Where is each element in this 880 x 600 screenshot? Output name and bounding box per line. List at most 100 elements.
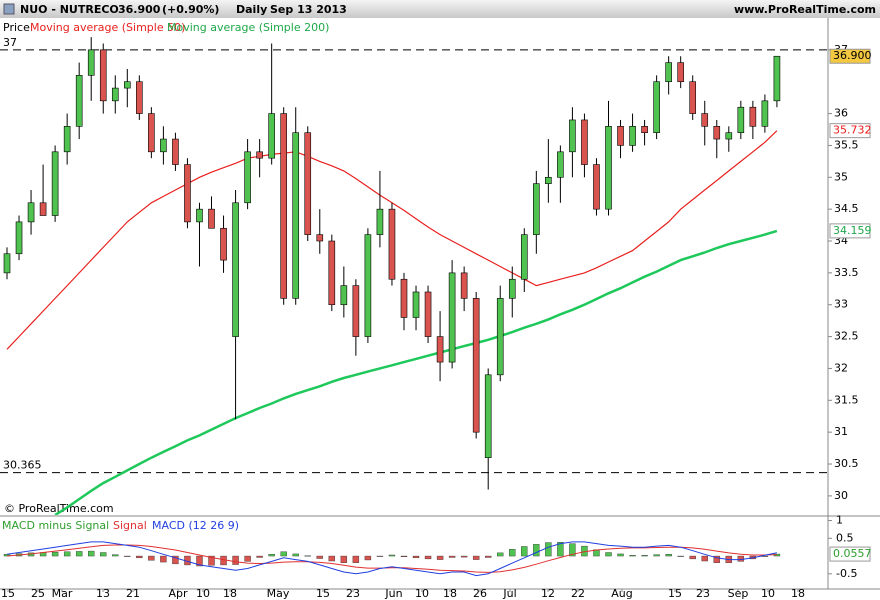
histogram-bar — [701, 555, 708, 562]
y-tick-label: 32 — [834, 361, 848, 374]
x-tick-label: 18 — [443, 587, 457, 600]
histogram-bar — [497, 552, 504, 557]
x-tick-label: 13 — [96, 587, 110, 600]
candle-body — [520, 234, 528, 280]
histogram-bar — [388, 554, 396, 557]
instrument-icon — [3, 3, 15, 15]
candle-body — [689, 81, 697, 114]
histogram-bar — [328, 555, 336, 562]
candle-body — [725, 132, 733, 140]
candle-body — [533, 183, 540, 235]
histogram-bar — [448, 555, 456, 558]
candle-body — [617, 126, 624, 146]
candle-body — [484, 374, 492, 458]
x-tick-label: 22 — [571, 587, 585, 600]
candle-body — [220, 227, 227, 261]
candle-body — [172, 138, 179, 165]
x-tick-label: Jul — [502, 587, 516, 600]
candle-body — [569, 119, 576, 153]
histogram-bar — [220, 555, 227, 566]
y-tick-label: 0.5 — [836, 531, 854, 544]
candle-body — [124, 81, 131, 89]
x-tick-label: 18 — [223, 587, 237, 600]
candle-body — [653, 81, 660, 133]
candle-body — [328, 240, 336, 306]
candle-body — [605, 126, 612, 210]
histogram-bar — [172, 555, 179, 565]
candle-body — [136, 81, 143, 114]
histogram-bar — [400, 555, 408, 557]
x-tick-label: 26 — [473, 587, 487, 600]
period: Daily — [236, 3, 267, 16]
histogram-bar — [629, 555, 636, 557]
copyright: © ProRealTime.com — [4, 502, 114, 515]
candle-body — [701, 113, 709, 127]
candle-body — [75, 75, 83, 127]
histogram-bar — [737, 555, 745, 562]
value-box — [829, 123, 871, 139]
candle-body — [749, 106, 757, 127]
candle-body — [545, 176, 552, 184]
histogram-bar — [521, 546, 528, 557]
histogram-bar — [268, 554, 275, 557]
candle-body — [63, 126, 71, 153]
line-series — [6, 541, 778, 577]
instrument: NUO - NUTRECO — [20, 3, 119, 16]
histogram-bar — [376, 555, 384, 557]
candle-body — [340, 285, 348, 306]
candle-body — [39, 202, 47, 216]
candle-body — [400, 278, 408, 318]
candle-body — [412, 291, 420, 318]
candle-body — [51, 151, 59, 216]
histogram-bar — [557, 542, 564, 557]
y-tick-label: 36 — [834, 107, 848, 120]
candle-body — [761, 100, 769, 127]
histogram-bar — [340, 555, 348, 563]
candle-body — [232, 202, 239, 337]
candle-body — [244, 151, 251, 204]
histogram-bar — [136, 555, 143, 559]
candle-body — [713, 126, 721, 140]
histogram-bar — [75, 551, 83, 557]
histogram-bar — [545, 542, 552, 557]
x-tick-label: May — [267, 587, 290, 600]
value-box-label: 34.159 — [833, 224, 872, 237]
candle-body — [99, 49, 107, 102]
reference-label: 37 — [3, 36, 17, 49]
candle-body — [557, 151, 564, 178]
x-tick-label: Aug — [611, 587, 632, 600]
histogram-bar — [292, 553, 299, 557]
histogram-bar — [509, 549, 516, 557]
candle-body — [593, 164, 600, 210]
y-tick-label: 32.5 — [834, 330, 859, 343]
x-tick-label: Apr — [168, 587, 188, 600]
histogram-bar — [677, 555, 684, 557]
histogram-bar — [280, 551, 287, 557]
x-tick-label: 15 — [668, 587, 682, 600]
legend-price: Price — [3, 21, 30, 34]
histogram-bar — [460, 555, 468, 558]
candle-body — [160, 138, 167, 153]
site: www.ProRealTime.com — [734, 3, 876, 16]
histogram-bar — [436, 555, 444, 560]
candle-body — [388, 208, 396, 280]
y-tick-label: 30.5 — [834, 457, 859, 470]
candle-body — [737, 106, 745, 133]
candle-body — [460, 272, 468, 299]
histogram-bar — [352, 555, 360, 563]
last-price: 36.900 — [118, 3, 161, 16]
candle-body — [15, 221, 23, 255]
x-tick-label: 21 — [126, 587, 140, 600]
line-series — [54, 229, 778, 515]
histogram-bar — [617, 553, 624, 557]
candle-body — [304, 132, 312, 235]
candle-body — [87, 49, 95, 76]
change: (+0.90%) — [162, 3, 219, 16]
candle-body — [376, 208, 384, 235]
candle-body — [292, 132, 300, 299]
candle-body — [448, 272, 456, 363]
value-box — [829, 223, 871, 239]
candle-body — [256, 151, 263, 159]
histogram-bar — [665, 554, 672, 557]
histogram-bar — [412, 555, 420, 559]
